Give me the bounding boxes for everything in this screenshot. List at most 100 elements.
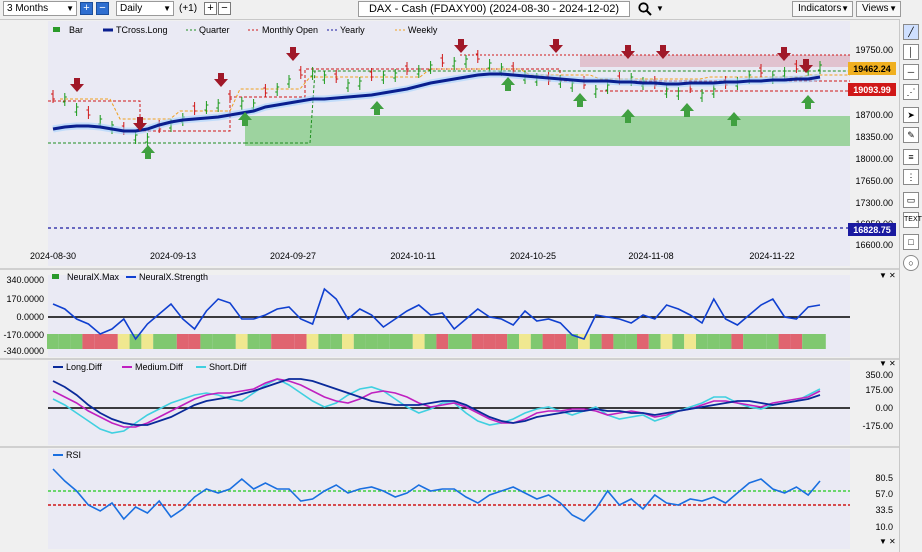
neural-max-block: [389, 334, 401, 349]
neural-max-block: [200, 334, 213, 349]
zoom-out-button[interactable]: −: [96, 2, 109, 15]
neural-max-block: [719, 334, 732, 349]
yearly-badge: [848, 223, 896, 236]
pencil-icon[interactable]: ✎: [903, 127, 919, 143]
neural-max-block: [235, 334, 248, 349]
neural-max-block: [625, 334, 637, 349]
rectangle-icon[interactable]: ▭: [903, 192, 919, 208]
neural-max-block: [259, 334, 272, 349]
close-icon[interactable]: ✕: [889, 271, 896, 280]
neural-max-block: [424, 334, 437, 349]
neural-max-block: [247, 334, 260, 349]
toolbar: 3 Months ▼ + − Daily ▼ (+1) + − DAX - Cash…: [0, 0, 922, 20]
x-tick: 2024-09-27: [270, 251, 316, 261]
chart-area[interactable]: Bar TCross.Long Quarter Monthly Open Yea…: [0, 19, 899, 552]
neural-max-block: [648, 334, 661, 349]
circle-icon[interactable]: ○: [903, 255, 919, 271]
search-icon[interactable]: [637, 1, 653, 17]
y-tick: 18700.00: [855, 110, 893, 120]
legend-yearly: Yearly: [340, 25, 365, 35]
neural-max-block: [224, 334, 236, 349]
arrow-tool-icon[interactable]: ➤: [903, 107, 919, 123]
legend-weekly: Weekly: [408, 25, 438, 35]
neural-max-block: [507, 334, 519, 349]
panel-controls: ▼ ✕ ▼ ✕ ▼ ✕: [879, 271, 896, 546]
fibonacci-icon[interactable]: ≡: [903, 149, 919, 165]
neural-max-block: [165, 334, 177, 349]
y-tick: 340.0000: [6, 275, 44, 285]
y-tick: 10.0: [875, 522, 893, 532]
current-price-badge: [848, 62, 896, 75]
vertical-line-icon[interactable]: │: [903, 44, 919, 60]
horizontal-line-icon[interactable]: ─: [903, 64, 919, 80]
neural-max-block: [554, 334, 567, 349]
collapse-icon[interactable]: ▼: [879, 537, 887, 546]
gann-icon[interactable]: ⋮: [903, 169, 919, 185]
neural-max-block: [58, 334, 71, 349]
interval-dropdown[interactable]: Daily ▼: [116, 1, 174, 16]
legend-long-diff: Long.Diff: [66, 362, 102, 372]
current-price-label: 19462.24: [853, 64, 891, 74]
period-value: 3 Months: [7, 3, 49, 14]
legend-quarter: Quarter: [199, 25, 230, 35]
offset-decrease-button[interactable]: −: [218, 2, 231, 15]
neural-max-block: [377, 334, 390, 349]
sell-arrow-icon: [621, 45, 635, 59]
neural-strength-line: [52, 287, 821, 341]
chevron-down-icon: ▼: [66, 4, 74, 13]
sell-arrow-icon: [454, 39, 468, 53]
y-tick: 16600.00: [855, 240, 893, 250]
views-button[interactable]: Views ▼: [856, 1, 901, 17]
y-tick: -340.0000: [3, 346, 44, 356]
buy-arrow-icon: [501, 77, 515, 91]
y-tick: -175.00: [862, 421, 893, 431]
rsi-y-axis: 80.5 57.0 33.5 10.0: [875, 473, 893, 532]
long-diff-line: [52, 378, 821, 426]
monthly-open-label: 19093.99: [853, 85, 891, 95]
sell-arrow-icon: [286, 47, 300, 61]
buy-arrow-icon: [370, 101, 384, 115]
drawing-toolbar: ╱ │ ─ ⋰ ➤ ✎ ≡ ⋮ ▭ TEXT □ ○: [899, 19, 922, 552]
buy-arrow-icon: [801, 95, 815, 109]
neural-max-block: [106, 334, 118, 349]
indicators-label: Indicators: [798, 3, 842, 14]
y-tick: 80.5: [875, 473, 893, 483]
text-tool-icon[interactable]: TEXT: [903, 212, 922, 228]
quarter-level-line: [245, 70, 850, 144]
sell-arrow-icon: [777, 47, 791, 61]
y-tick: 19750.00: [855, 45, 893, 55]
square-icon[interactable]: □: [903, 234, 919, 250]
neural-max-block: [94, 334, 106, 349]
price-legend: Bar TCross.Long Quarter Monthly Open Yea…: [53, 25, 438, 35]
neural-max-block: [448, 334, 460, 349]
neural-max-block: [141, 334, 154, 349]
neural-max-block: [672, 334, 685, 349]
diff-y-axis: 350.00 175.00 0.00 -175.00: [862, 370, 893, 431]
neural-y-axis: 340.0000 170.0000 0.0000 -170.0000 -340.…: [3, 275, 44, 356]
collapse-icon[interactable]: ▼: [879, 359, 887, 368]
offset-increase-button[interactable]: +: [204, 2, 217, 15]
zoom-in-button[interactable]: +: [80, 2, 93, 15]
neural-max-block: [613, 334, 626, 349]
legend-tcross: TCross.Long: [116, 25, 168, 35]
neural-max-block: [365, 334, 378, 349]
close-icon[interactable]: ✕: [889, 537, 896, 546]
sell-arrow-icon: [133, 117, 147, 131]
neural-max-block: [117, 334, 130, 349]
period-dropdown[interactable]: 3 Months ▼: [3, 1, 77, 16]
draw-line-icon[interactable]: ╱: [903, 24, 919, 40]
x-tick: 2024-10-11: [390, 251, 435, 261]
trend-channel-icon[interactable]: ⋰: [903, 84, 919, 100]
collapse-icon[interactable]: ▼: [879, 271, 887, 280]
sell-arrow-icon: [656, 45, 670, 59]
close-icon[interactable]: ✕: [889, 359, 896, 368]
neural-max-block: [637, 334, 649, 349]
symbol-title[interactable]: DAX - Cash (FDAXY00) (2024-08-30 - 2024-…: [358, 1, 630, 17]
indicators-button[interactable]: Indicators ▼: [792, 1, 853, 17]
neural-max-block: [436, 334, 449, 349]
weekly-level-line: [60, 68, 850, 120]
neural-max-block: [542, 334, 555, 349]
chevron-down-icon[interactable]: ▼: [656, 4, 664, 13]
neural-max-block: [294, 334, 307, 349]
neural-max-block: [401, 334, 413, 349]
